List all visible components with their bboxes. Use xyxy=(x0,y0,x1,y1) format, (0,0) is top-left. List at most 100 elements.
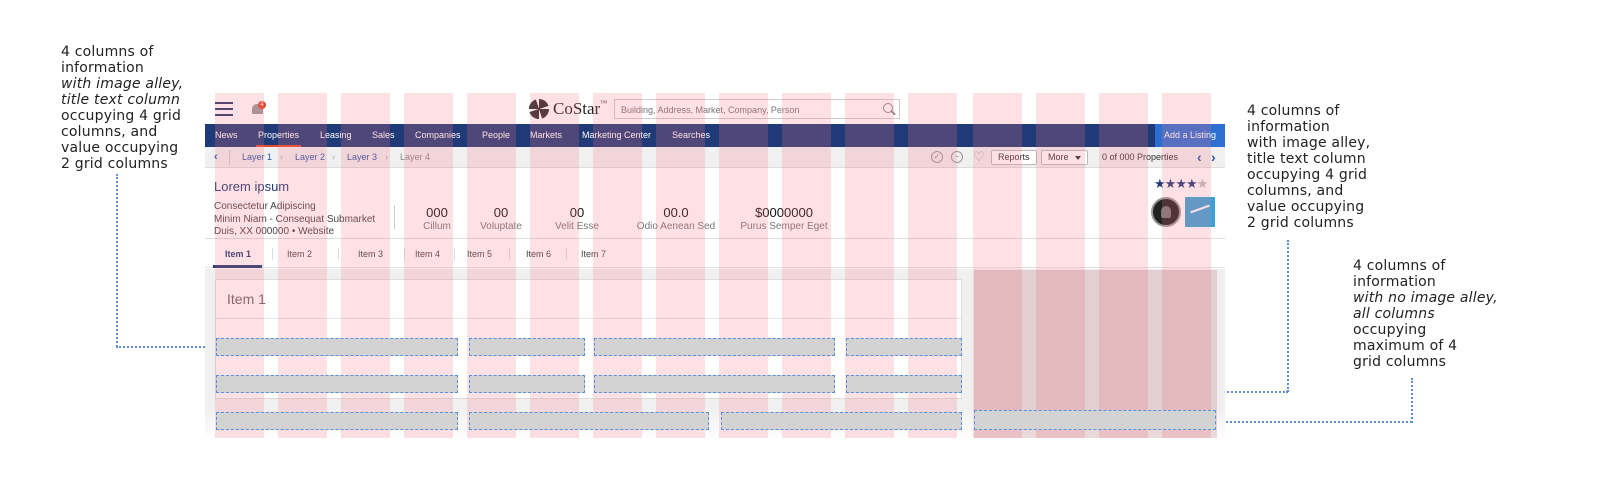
property-header: Lorem ipsum Consectetur Adipiscing Minim… xyxy=(205,169,1225,239)
nav-item-properties[interactable]: Properties xyxy=(255,124,302,147)
breadcrumb-separator-icon: › xyxy=(385,152,388,162)
star-filled-icon: ★ xyxy=(1154,176,1166,191)
stat-value: 00.0 xyxy=(663,205,689,220)
search-icon[interactable] xyxy=(883,103,893,113)
nav-item-marketing-center[interactable]: Marketing Center xyxy=(582,130,652,140)
divider xyxy=(216,318,961,319)
divider xyxy=(566,248,567,260)
breadcrumb-layer-3[interactable]: Layer 3 xyxy=(347,152,378,162)
main-nav: News Properties Leasing Sales Companies … xyxy=(205,124,1225,147)
stat-value: 00 xyxy=(569,205,585,220)
placeholder-cell xyxy=(846,338,962,356)
placeholder-cell xyxy=(846,375,962,393)
annotation-text: maximum of 4 xyxy=(1353,338,1458,354)
chevron-down-icon xyxy=(1074,155,1081,160)
tab-item-2[interactable]: Item 2 xyxy=(287,249,313,259)
placeholder-cell xyxy=(469,412,709,430)
notification-badge: 4 xyxy=(258,101,266,109)
placeholder-cell xyxy=(216,412,458,430)
breadcrumb-layer-1[interactable]: Layer 1 xyxy=(242,152,273,162)
annotation-text: 2 grid columns xyxy=(61,156,168,172)
hamburger-menu-icon[interactable] xyxy=(215,102,233,116)
annotation-text: value occupying xyxy=(1247,199,1365,215)
search-box[interactable] xyxy=(614,99,900,119)
annotation-text: columns, and xyxy=(61,124,158,140)
property-submarket: Minim Niam - Consequat Submarket xyxy=(214,214,376,225)
tab-bar: Item 1 Item 2 Item 3 Item 4 Item 5 Item … xyxy=(205,240,1225,268)
tab-item-4[interactable]: Item 4 xyxy=(415,249,441,259)
breadcrumb-separator-icon: › xyxy=(332,152,335,162)
search-input[interactable] xyxy=(615,101,865,119)
tab-item-1[interactable]: Item 1 xyxy=(225,249,252,259)
breadcrumb-layer-2[interactable]: Layer 2 xyxy=(295,152,326,162)
nav-item-companies[interactable]: Companies xyxy=(415,130,461,140)
logo-text: CoStar™ xyxy=(553,99,608,118)
tab-item-5[interactable]: Item 5 xyxy=(467,249,493,259)
active-tab-indicator xyxy=(213,265,262,268)
annotation-text: 4 columns of xyxy=(1247,103,1340,119)
stat-cillum: 000 Cillum xyxy=(417,205,457,232)
costar-logo[interactable]: CoStar™ xyxy=(529,98,607,120)
leader-line xyxy=(1411,378,1413,423)
divider xyxy=(229,150,230,165)
add-listing-button[interactable]: Add a Listing xyxy=(1155,124,1225,147)
breadcrumb-layer-4: Layer 4 xyxy=(400,152,431,162)
annotation-text: with image alley, xyxy=(1247,135,1371,151)
heart-icon[interactable]: ♡ xyxy=(973,149,985,164)
stat-label: Odio Aenean Sed xyxy=(636,221,716,232)
minus-circle-icon[interactable]: − xyxy=(951,151,963,163)
nav-item-searches[interactable]: Searches xyxy=(672,130,711,140)
property-title: Lorem ipsum xyxy=(214,179,290,194)
nav-item-leasing[interactable]: Leasing xyxy=(320,130,352,140)
property-count: 0 of 000 Properties xyxy=(1102,152,1179,162)
annotation-text: 2 grid columns xyxy=(1247,215,1354,231)
divider xyxy=(509,248,510,260)
annotation-text: occupying 4 grid xyxy=(61,108,182,124)
annotation-text: information xyxy=(1353,274,1437,290)
annotation-far-right: 4 columns of information with no image a… xyxy=(1353,258,1513,370)
leader-line xyxy=(116,346,216,348)
leader-line xyxy=(1218,421,1412,423)
nav-item-news[interactable]: News xyxy=(215,130,238,140)
annotation-text: with image alley, xyxy=(61,76,184,92)
annotation-text: with no image alley, xyxy=(1353,290,1498,306)
star-rating: ★★★★★ xyxy=(1154,176,1208,192)
back-chevron-icon[interactable]: ‹ xyxy=(214,151,218,163)
star-filled-icon: ★ xyxy=(1175,176,1187,191)
nav-item-sales[interactable]: Sales xyxy=(372,130,395,140)
reports-button[interactable]: Reports xyxy=(991,150,1037,165)
costar-logo-icon xyxy=(529,99,549,119)
leader-line xyxy=(1287,240,1289,392)
star-filled-icon: ★ xyxy=(1185,176,1198,191)
next-page-icon[interactable]: › xyxy=(1211,149,1216,165)
annotation-text: 4 columns of xyxy=(61,44,154,60)
placeholder-cell xyxy=(469,375,585,393)
notification-bell-icon[interactable]: 4 xyxy=(251,101,266,117)
card-title: Item 1 xyxy=(227,291,266,307)
tab-item-6[interactable]: Item 6 xyxy=(526,249,552,259)
tab-item-7[interactable]: Item 7 xyxy=(581,249,607,259)
annotation-text: occupying xyxy=(1353,322,1427,338)
nav-item-markets[interactable]: Markets xyxy=(530,130,563,140)
property-subtitle: Consectetur Adipiscing xyxy=(214,201,316,212)
breadcrumb-separator-icon: › xyxy=(280,152,283,162)
top-bar: 4 CoStar™ xyxy=(205,93,1225,124)
annotation-text: 4 columns of xyxy=(1353,258,1446,274)
property-address: Duis, XX 000000 • Website xyxy=(214,226,335,237)
check-circle-icon[interactable]: ✓ xyxy=(931,151,943,163)
nav-item-people[interactable]: People xyxy=(482,130,511,140)
divider xyxy=(338,248,339,260)
placeholder-cell xyxy=(216,338,458,356)
divider xyxy=(454,248,455,260)
prev-page-icon[interactable]: ‹ xyxy=(1197,149,1202,165)
leader-line xyxy=(116,174,118,347)
placeholder-cell xyxy=(594,338,835,356)
placeholder-cell xyxy=(594,375,835,393)
stat-label: Voluptate xyxy=(480,221,522,232)
tab-item-3[interactable]: Item 3 xyxy=(358,249,384,259)
stat-odio-aenean-sed: 00.0 Odio Aenean Sed xyxy=(634,205,718,232)
stat-value: 000 xyxy=(426,205,448,220)
energy-star-icon xyxy=(1185,197,1215,227)
more-dropdown[interactable]: More xyxy=(1041,150,1088,165)
leed-certification-icon xyxy=(1151,197,1181,227)
